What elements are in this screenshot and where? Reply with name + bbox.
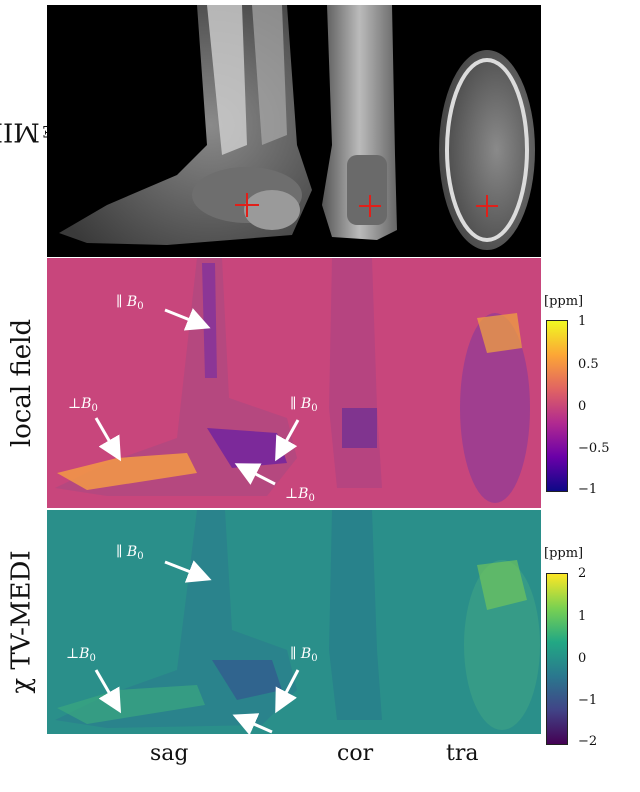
chi-parallel-label-2: ∥ B0 — [290, 646, 318, 664]
chi-tick-5: −2 — [578, 734, 598, 749]
lf-colorbar — [546, 320, 568, 492]
chi-colorbar — [546, 573, 568, 745]
lf-parallel-label-2: ∥ B0 — [290, 396, 318, 414]
col-label-tra: tra — [446, 741, 479, 766]
lf-tick-3: 0 — [578, 399, 587, 414]
mip-image — [59, 5, 535, 250]
chi-tick-1: 2 — [578, 566, 587, 581]
lf-tick-2: 0.5 — [578, 357, 599, 372]
chi-perp-label-2: ⊥B0 — [285, 736, 315, 754]
crosshair-markers — [235, 193, 498, 217]
col-label-cor: cor — [337, 741, 374, 766]
local-field-image — [55, 258, 530, 503]
chi-image — [55, 510, 540, 730]
chi-perp-label-1: ⊥B0 — [66, 646, 96, 664]
lf-tick-5: −1 — [578, 482, 598, 497]
chi-colorbar-unit: [ppm] — [544, 546, 584, 561]
col-label-sag: sag — [150, 741, 189, 766]
lf-tick-1: 1 — [578, 314, 587, 329]
lf-parallel-label-1: ∥ B0 — [116, 294, 144, 312]
lf-tick-4: −0.5 — [578, 441, 610, 456]
chi-tick-4: −1 — [578, 693, 598, 708]
row-label-chi: χ TV-MEDI — [7, 550, 38, 694]
mip-panel — [47, 5, 541, 257]
chi-parallel-label-1: ∥ B0 — [116, 544, 144, 562]
tra-foot-shape — [439, 50, 535, 250]
lf-perp-label-2: ⊥B0 — [285, 486, 315, 504]
row-label-mip: MIPTE — [0, 116, 64, 146]
chi-tick-3: 0 — [578, 651, 587, 666]
local-field-panel — [47, 258, 541, 508]
row-label-local-field: local field — [7, 318, 37, 448]
lf-perp-label-1: ⊥B0 — [68, 396, 98, 414]
chi-tick-2: 1 — [578, 609, 587, 624]
lf-colorbar-unit: [ppm] — [544, 294, 584, 309]
